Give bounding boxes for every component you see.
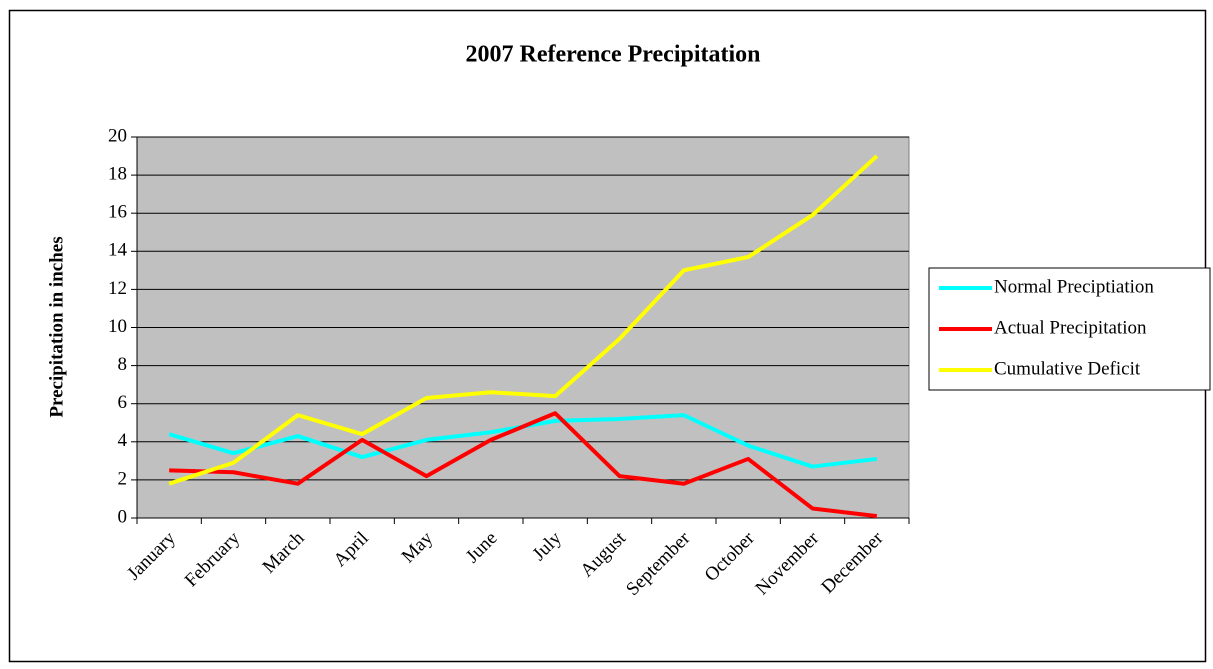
y-tick-label: 14 — [108, 240, 128, 261]
y-tick-label: 2 — [118, 468, 128, 489]
data-line — [168, 154, 879, 486]
y-tick-label: 10 — [108, 316, 127, 337]
y-tick-label: 4 — [118, 430, 128, 451]
legend-label: Actual Precipitation — [994, 317, 1147, 338]
y-tick-label: 16 — [108, 202, 127, 223]
legend-label: Cumulative Deficit — [994, 358, 1141, 379]
y-tick-label: 8 — [118, 354, 128, 375]
y-tick-label: 18 — [108, 163, 127, 184]
y-tick-label: 20 — [108, 125, 127, 146]
y-tick-label: 6 — [118, 392, 128, 413]
data-line — [169, 411, 878, 519]
legend-label: Normal Preciptiation — [994, 276, 1154, 297]
chart-title: 2007 Reference Precipitation — [465, 42, 760, 68]
y-tick-label: 12 — [108, 278, 127, 299]
y-axis-label: Precipitation in inches — [46, 236, 67, 417]
y-tick-label: 0 — [118, 506, 128, 527]
